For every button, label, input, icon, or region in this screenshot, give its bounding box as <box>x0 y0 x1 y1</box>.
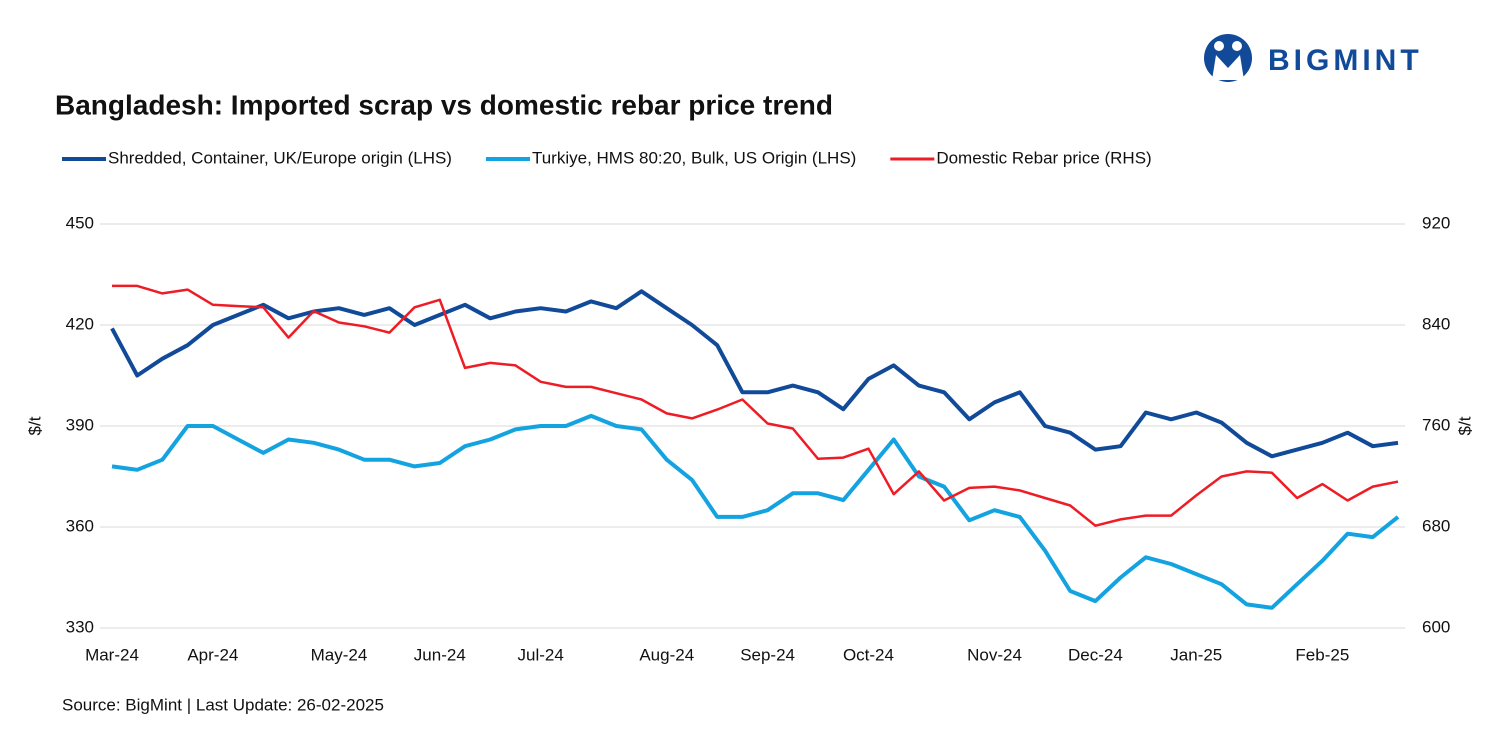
y-tick-label: 420 <box>66 314 94 333</box>
x-tick-label: Apr-24 <box>187 645 238 664</box>
x-tick-label: Mar-24 <box>85 645 139 664</box>
x-tick-label: Aug-24 <box>639 645 694 664</box>
y-tick-label: 360 <box>66 516 94 535</box>
y-tick-label: 330 <box>66 617 94 636</box>
y-tick-label: 390 <box>66 415 94 434</box>
x-tick-label: Feb-25 <box>1295 645 1349 664</box>
series-line <box>111 413 1400 610</box>
y2-axis-title: $/t <box>1455 416 1474 435</box>
x-tick-label: Jun-24 <box>414 645 466 664</box>
y-tick-label: 450 <box>66 213 94 232</box>
y2-tick-label: 920 <box>1422 213 1450 232</box>
y2-tick-label: 840 <box>1422 314 1450 333</box>
x-tick-label: Jan-25 <box>1170 645 1222 664</box>
x-tick-label: Jul-24 <box>518 645 564 664</box>
legend-label: Domestic Rebar price (RHS) <box>936 148 1151 167</box>
y2-tick-label: 760 <box>1422 415 1450 434</box>
series-line <box>112 284 1399 527</box>
x-tick-label: Nov-24 <box>967 645 1022 664</box>
series-line <box>110 289 1399 459</box>
y2-tick-label: 600 <box>1422 617 1450 636</box>
x-tick-label: Sep-24 <box>740 645 795 664</box>
x-tick-label: May-24 <box>311 645 368 664</box>
logo-icon <box>1204 34 1252 82</box>
x-tick-label: Oct-24 <box>843 645 894 664</box>
legend-label: Shredded, Container, UK/Europe origin (L… <box>108 148 452 167</box>
source-note: Source: BigMint | Last Update: 26-02-202… <box>62 695 384 714</box>
y-axis-title: $/t <box>25 416 44 435</box>
y2-tick-label: 680 <box>1422 516 1450 535</box>
legend-label: Turkiye, HMS 80:20, Bulk, US Origin (LHS… <box>532 148 856 167</box>
chart-title: Bangladesh: Imported scrap vs domestic r… <box>55 89 833 120</box>
logo-text: BIGMINT <box>1268 44 1423 77</box>
x-tick-label: Dec-24 <box>1068 645 1123 664</box>
